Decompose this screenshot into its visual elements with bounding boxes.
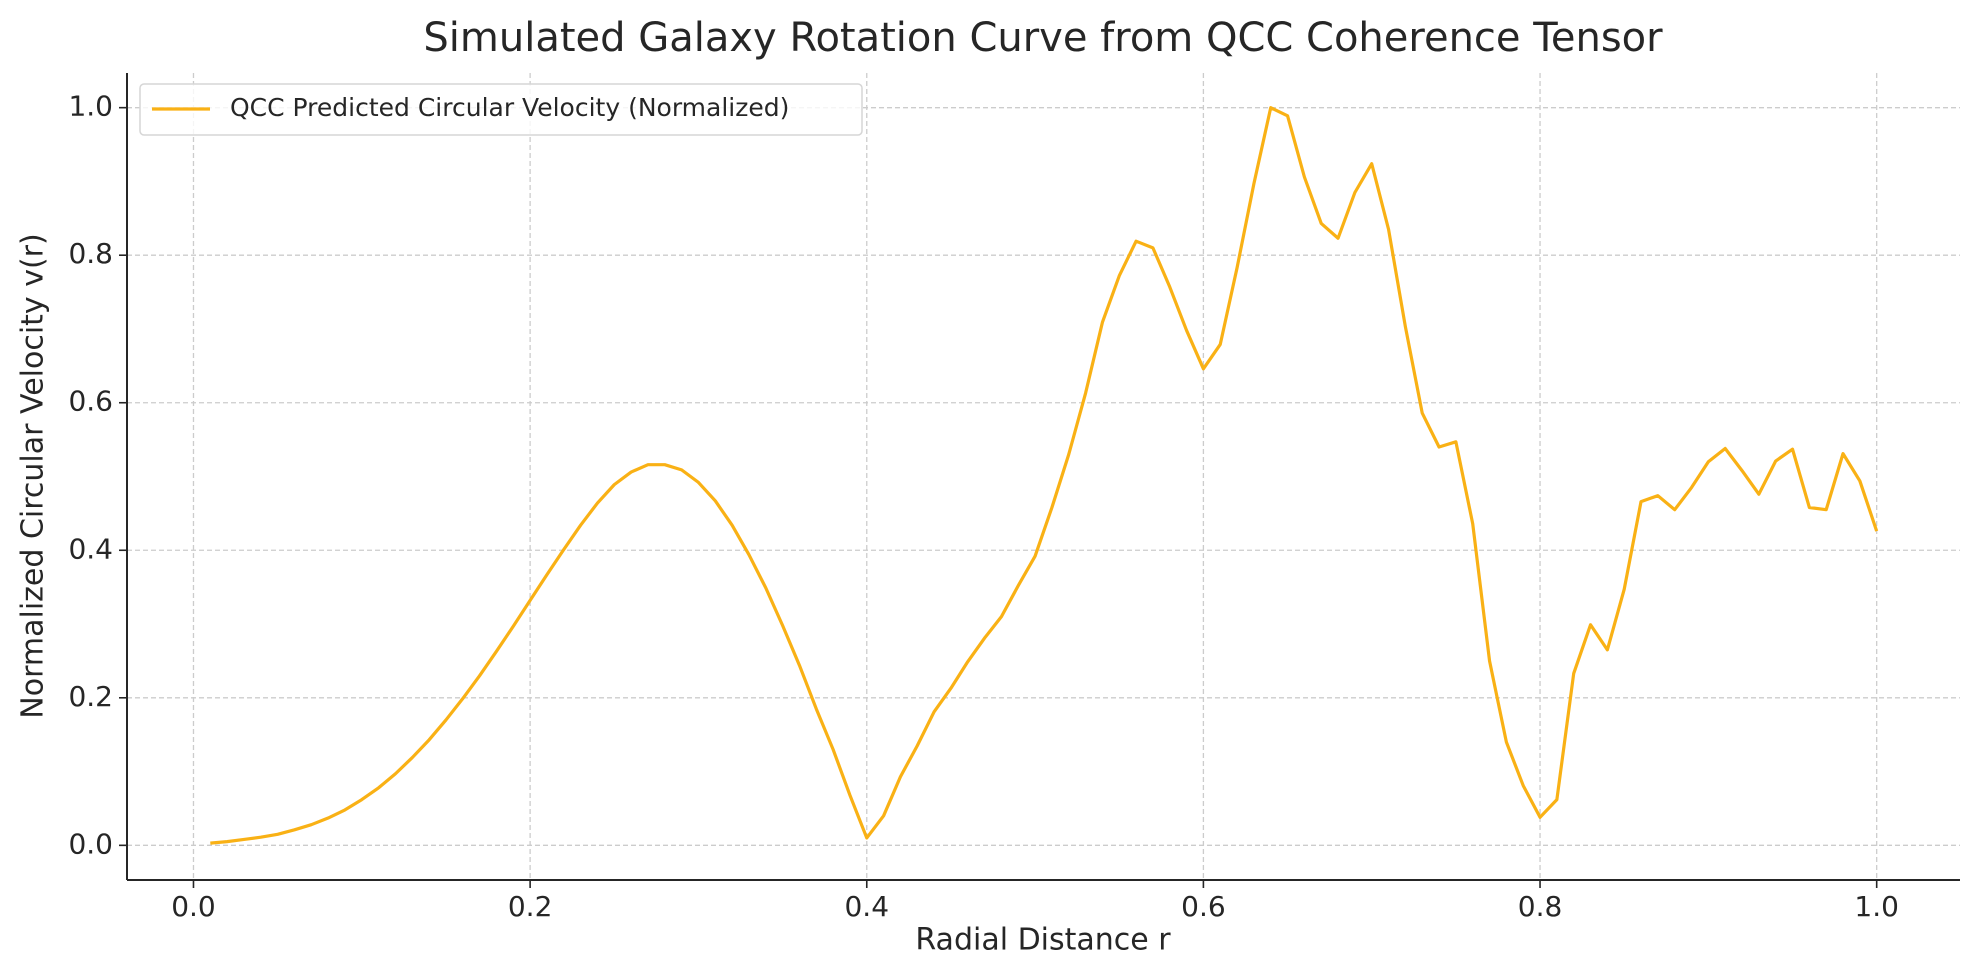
- legend-box: [139, 83, 863, 136]
- y-tick-label: 0.8: [68, 237, 113, 270]
- y-tick-label: 0.6: [68, 385, 113, 418]
- y-tick-label: 0.2: [68, 680, 113, 713]
- x-tick-label: 0.2: [508, 890, 553, 923]
- legend-label: QCC Predicted Circular Velocity (Normali…: [230, 93, 789, 122]
- x-tick-label: 0.8: [1518, 890, 1563, 923]
- y-tick-label: 0.4: [68, 532, 113, 565]
- x-axis-label: Radial Distance r: [915, 923, 1171, 958]
- y-axis-label: Normalized Circular Velocity v(r): [16, 233, 51, 718]
- data-line: [210, 106, 1879, 845]
- x-tick-label: 1.0: [1854, 890, 1899, 923]
- y-tick-label: 1.0: [68, 90, 113, 123]
- chart-title: Simulated Galaxy Rotation Curve from QCC…: [423, 15, 1663, 61]
- x-tick-label: 0.0: [171, 890, 216, 923]
- x-tick-label: 0.6: [1181, 890, 1226, 923]
- x-tick-label: 0.4: [844, 890, 889, 923]
- y-tick-label: 0.0: [68, 827, 113, 860]
